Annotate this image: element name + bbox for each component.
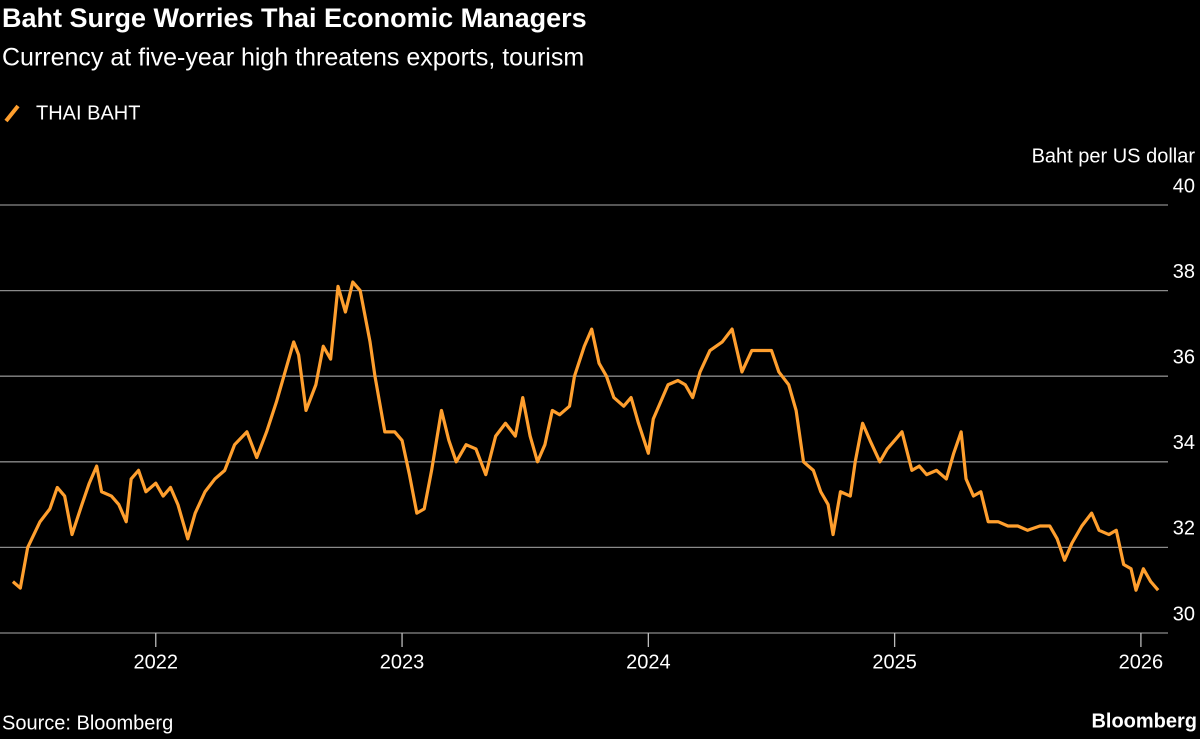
y-tick-label: 34 [1173,432,1195,454]
x-tick-label: 2022 [134,651,179,673]
y-tick-label: 32 [1173,518,1195,540]
source: Source: Bloomberg [2,712,173,734]
brand: Bloomberg [1091,710,1197,732]
y-axis-label: Baht per US dollar [1032,145,1196,167]
chart-title: Baht Surge Worries Thai Economic Manager… [2,3,587,33]
x-tick-label: 2026 [1119,651,1164,673]
y-tick-label: 38 [1173,261,1195,283]
x-tick-label: 2025 [872,651,917,673]
y-tick-label: 40 [1173,175,1195,197]
y-tick-label: 30 [1173,603,1195,625]
y-tick-label: 36 [1173,346,1195,368]
line-series [11,280,1160,592]
legend-swatch [4,104,20,123]
legend-label: THAI BAHT [36,102,140,124]
x-tick-label: 2024 [626,651,671,673]
chart-subtitle: Currency at five-year high threatens exp… [2,44,584,72]
x-tick-label: 2023 [380,651,425,673]
